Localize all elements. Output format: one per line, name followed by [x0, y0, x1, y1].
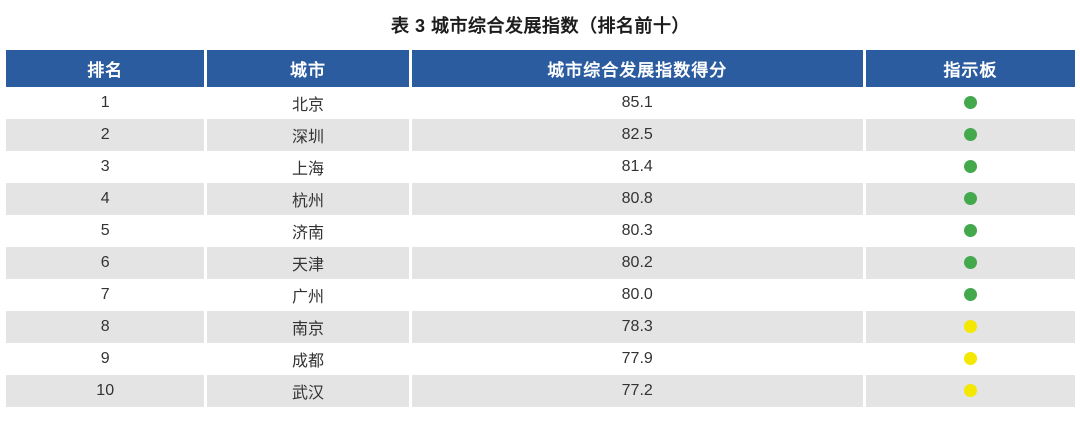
yellow-indicator-icon — [963, 384, 977, 398]
indicator-cell — [862, 311, 1075, 343]
city-cell: 上海 — [204, 151, 411, 183]
indicator-cell — [862, 375, 1075, 407]
table-row: 9 成都 77.9 — [6, 343, 1075, 375]
table-row: 7 广州 80.0 — [6, 279, 1075, 311]
table-row: 10 武汉 77.2 — [6, 375, 1075, 407]
header-indicator: 指示板 — [862, 50, 1075, 87]
city-cell: 南京 — [204, 311, 411, 343]
green-indicator-icon — [963, 128, 977, 142]
table-row: 3 上海 81.4 — [6, 151, 1075, 183]
city-index-table: 排名 城市 城市综合发展指数得分 指示板 1 北京 85.1 2 深圳 82.5… — [6, 50, 1075, 407]
indicator-cell — [862, 247, 1075, 279]
table-title: 表 3 城市综合发展指数（排名前十） — [390, 16, 690, 36]
score-cell: 77.2 — [408, 375, 865, 407]
rank-cell: 7 — [6, 279, 206, 311]
rank-cell: 1 — [6, 87, 206, 119]
rank-cell: 2 — [6, 119, 206, 151]
city-cell: 武汉 — [204, 375, 411, 407]
table-row: 1 北京 85.1 — [6, 87, 1075, 119]
city-cell: 广州 — [204, 279, 411, 311]
green-indicator-icon — [963, 96, 977, 110]
indicator-cell — [862, 279, 1075, 311]
score-cell: 78.3 — [408, 311, 865, 343]
score-cell: 85.1 — [408, 87, 865, 119]
score-cell: 80.8 — [408, 183, 865, 215]
table-row: 4 杭州 80.8 — [6, 183, 1075, 215]
score-cell: 82.5 — [408, 119, 865, 151]
score-cell: 80.0 — [408, 279, 865, 311]
indicator-cell — [862, 151, 1075, 183]
yellow-indicator-icon — [963, 352, 977, 366]
rank-cell: 3 — [6, 151, 206, 183]
rank-cell: 5 — [6, 215, 206, 247]
header-rank: 排名 — [6, 50, 206, 87]
header-city: 城市 — [204, 50, 411, 87]
green-indicator-icon — [963, 224, 977, 238]
city-cell: 杭州 — [204, 183, 411, 215]
yellow-indicator-icon — [963, 320, 977, 334]
indicator-cell — [862, 87, 1075, 119]
city-cell: 济南 — [204, 215, 411, 247]
indicator-cell — [862, 343, 1075, 375]
rank-cell: 10 — [6, 375, 206, 407]
table-row: 5 济南 80.3 — [6, 215, 1075, 247]
green-indicator-icon — [963, 160, 977, 174]
city-cell: 成都 — [204, 343, 411, 375]
header-row: 排名 城市 城市综合发展指数得分 指示板 — [6, 50, 1075, 87]
header-score: 城市综合发展指数得分 — [408, 50, 865, 87]
table-row: 8 南京 78.3 — [6, 311, 1075, 343]
city-cell: 北京 — [204, 87, 411, 119]
table-header: 排名 城市 城市综合发展指数得分 指示板 — [6, 50, 1075, 87]
score-cell: 81.4 — [408, 151, 865, 183]
city-cell: 天津 — [204, 247, 411, 279]
table-row: 2 深圳 82.5 — [6, 119, 1075, 151]
indicator-cell — [862, 183, 1075, 215]
indicator-cell — [862, 215, 1075, 247]
rank-cell: 8 — [6, 311, 206, 343]
rank-cell: 6 — [6, 247, 206, 279]
score-cell: 80.3 — [408, 215, 865, 247]
green-indicator-icon — [963, 256, 977, 270]
indicator-cell — [862, 119, 1075, 151]
rank-cell: 4 — [6, 183, 206, 215]
table-body: 1 北京 85.1 2 深圳 82.5 3 上海 81.4 4 杭州 80.8 … — [6, 87, 1075, 407]
score-cell: 80.2 — [408, 247, 865, 279]
table-row: 6 天津 80.2 — [6, 247, 1075, 279]
green-indicator-icon — [963, 192, 977, 206]
city-cell: 深圳 — [204, 119, 411, 151]
score-cell: 77.9 — [408, 343, 865, 375]
green-indicator-icon — [963, 288, 977, 302]
rank-cell: 9 — [6, 343, 206, 375]
